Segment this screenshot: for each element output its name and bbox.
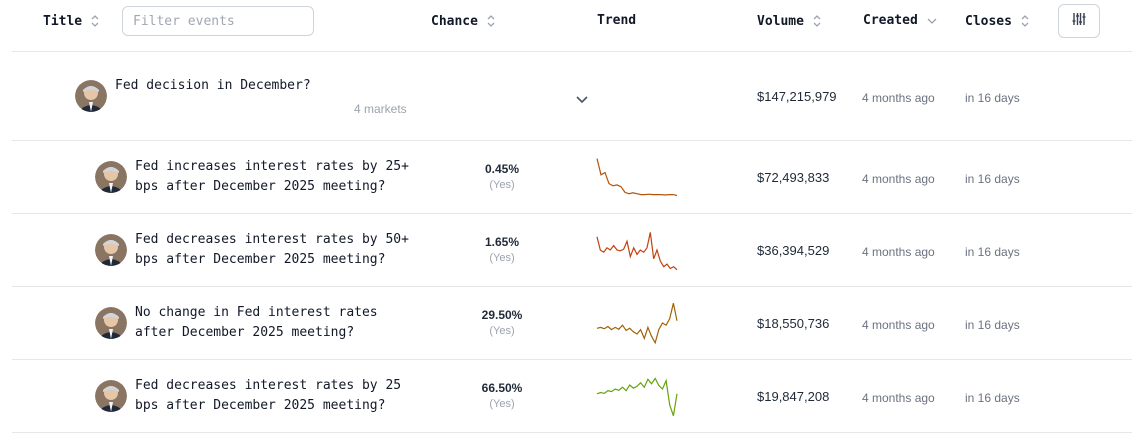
trend-line bbox=[596, 232, 678, 271]
market-title[interactable]: Fed increases interest rates by 25+ bps … bbox=[135, 157, 409, 197]
created-header-label: Created bbox=[863, 13, 918, 28]
market-volume: $18,550,736 bbox=[757, 316, 830, 331]
market-title-line: bps after December 2025 meeting? bbox=[135, 398, 386, 413]
market-title[interactable]: Fed decreases interest rates by 50+ bps … bbox=[135, 230, 409, 270]
market-title-line: Fed decreases interest rates by 50+ bbox=[135, 232, 409, 247]
sort-icon bbox=[1020, 13, 1030, 29]
chance-value: 29.50% bbox=[481, 308, 523, 322]
markets-count: 4 markets bbox=[354, 102, 407, 116]
divider bbox=[12, 51, 1132, 52]
chance-cell: 29.50% (Yes) bbox=[462, 307, 542, 339]
chance-cell: 0.45% (Yes) bbox=[462, 161, 542, 193]
trend-sparkline bbox=[596, 377, 678, 416]
market-created: 4 months ago bbox=[862, 318, 935, 332]
market-created: 4 months ago bbox=[862, 172, 935, 186]
trend-line bbox=[596, 377, 678, 416]
expand-toggle[interactable] bbox=[575, 92, 589, 104]
market-title-line: bps after December 2025 meeting? bbox=[135, 179, 386, 194]
market-created: 4 months ago bbox=[862, 391, 935, 405]
chance-cell: 1.65% (Yes) bbox=[462, 234, 542, 266]
divider bbox=[12, 359, 1132, 360]
market-title[interactable]: No change in Fed interest rates after De… bbox=[135, 303, 378, 343]
market-title-line: bps after December 2025 meeting? bbox=[135, 252, 386, 267]
chance-value: 0.45% bbox=[484, 162, 520, 176]
sort-icon bbox=[812, 13, 822, 29]
sort-icon bbox=[90, 13, 100, 29]
volume-header-label: Volume bbox=[757, 13, 804, 29]
trend-header-label: Trend bbox=[597, 13, 637, 28]
market-closes: in 16 days bbox=[965, 245, 1020, 259]
market-title-line: Fed decreases interest rates by 25 bbox=[135, 378, 402, 393]
sliders-icon bbox=[1071, 11, 1087, 32]
chance-outcome: (Yes) bbox=[489, 398, 515, 410]
market-title-line: after December 2025 meeting? bbox=[135, 325, 355, 340]
closes-column-header[interactable]: Closes bbox=[965, 13, 1030, 29]
market-volume: $19,847,208 bbox=[757, 389, 830, 404]
event-closes: in 16 days bbox=[965, 91, 1020, 105]
event-volume: $147,215,979 bbox=[757, 89, 837, 104]
trend-column-header: Trend bbox=[597, 13, 636, 28]
market-closes: in 16 days bbox=[965, 391, 1020, 405]
market-closes: in 16 days bbox=[965, 318, 1020, 332]
avatar bbox=[95, 307, 127, 339]
chance-value: 66.50% bbox=[481, 381, 523, 395]
trend-sparkline bbox=[596, 232, 678, 271]
divider bbox=[12, 432, 1132, 433]
chance-outcome: (Yes) bbox=[489, 252, 515, 264]
market-closes: in 16 days bbox=[965, 172, 1020, 186]
chance-outcome: (Yes) bbox=[489, 325, 515, 337]
chance-value: 1.65% bbox=[484, 235, 520, 249]
table-header: Title Chance Trend Volume Created Closes bbox=[0, 0, 1139, 52]
event-title[interactable]: Fed decision in December? bbox=[115, 78, 311, 93]
trend-sparkline bbox=[596, 158, 678, 197]
market-title-line: No change in Fed interest rates bbox=[135, 305, 378, 320]
chevron-down-icon bbox=[926, 15, 938, 27]
avatar bbox=[75, 80, 107, 112]
divider bbox=[12, 213, 1132, 214]
event-created: 4 months ago bbox=[862, 91, 935, 105]
chance-cell: 66.50% (Yes) bbox=[462, 380, 542, 412]
volume-column-header[interactable]: Volume bbox=[757, 13, 822, 29]
avatar bbox=[95, 161, 127, 193]
divider bbox=[12, 140, 1132, 141]
divider bbox=[12, 286, 1132, 287]
market-volume: $36,394,529 bbox=[757, 243, 830, 258]
filter-events-input[interactable] bbox=[122, 6, 314, 36]
market-created: 4 months ago bbox=[862, 245, 935, 259]
avatar bbox=[95, 234, 127, 266]
created-column-header[interactable]: Created bbox=[863, 13, 938, 28]
market-title[interactable]: Fed decreases interest rates by 25 bps a… bbox=[135, 376, 401, 416]
trend-line bbox=[596, 158, 678, 197]
trend-sparkline bbox=[596, 303, 678, 345]
title-header-label: Title bbox=[43, 13, 83, 29]
avatar bbox=[95, 380, 127, 412]
market-title-line: Fed increases interest rates by 25+ bbox=[135, 159, 409, 174]
sort-icon bbox=[486, 13, 496, 29]
trend-line bbox=[596, 303, 678, 345]
market-volume: $72,493,833 bbox=[757, 170, 830, 185]
closes-header-label: Closes bbox=[965, 13, 1012, 29]
chevron-down-icon bbox=[575, 92, 589, 109]
chance-column-header[interactable]: Chance bbox=[431, 13, 496, 29]
title-column-header[interactable]: Title bbox=[43, 13, 100, 29]
chance-header-label: Chance bbox=[431, 13, 478, 29]
column-settings-button[interactable] bbox=[1058, 4, 1100, 38]
chance-outcome: (Yes) bbox=[489, 179, 515, 191]
